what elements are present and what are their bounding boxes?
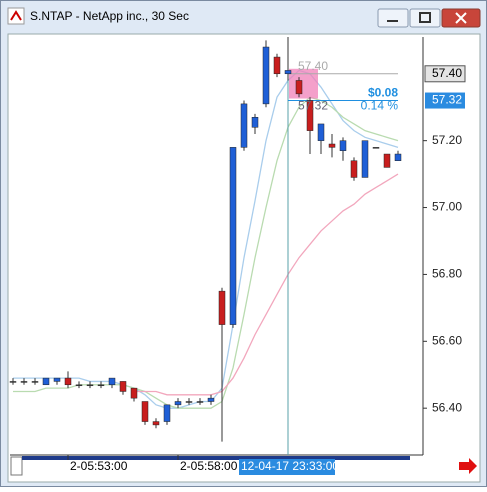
measure-change-pct: 0.14 % [361, 99, 399, 113]
measure-start-label: 57.40 [298, 59, 328, 73]
candle-body [207, 397, 215, 402]
candle-body [86, 384, 94, 387]
candle-body [372, 147, 380, 149]
maximize-button[interactable] [409, 8, 441, 28]
cursor-time-label: 12-04-17 23:33:00 [241, 459, 339, 473]
candle-body [64, 377, 72, 386]
moving-average-line [134, 173, 399, 396]
app-icon-glyph [10, 10, 22, 21]
candle-body [141, 401, 149, 422]
candle-body [42, 377, 50, 386]
candle-body [350, 160, 358, 178]
scroll-handle[interactable] [10, 456, 23, 476]
maximize-glyph [419, 12, 431, 23]
candle-body [185, 401, 193, 403]
measure-price-label: 57.32 [432, 93, 462, 107]
y-tick-label: 56.40 [432, 400, 462, 414]
y-tick-label: 56.80 [432, 267, 462, 281]
y-tick-label: 56.60 [432, 333, 462, 347]
close-glyph [455, 12, 467, 24]
candle-body [9, 381, 17, 383]
candle-body [317, 123, 325, 141]
candle-body [108, 377, 116, 386]
candle-body [328, 143, 336, 148]
candle-body [240, 103, 248, 148]
candle-body [130, 387, 138, 399]
cursor-time-box [239, 459, 335, 475]
candle-body [262, 46, 270, 105]
measure-end-label: 57.32 [298, 99, 328, 113]
moving-average-line [13, 69, 399, 409]
candle-body [20, 381, 28, 383]
candle-body [119, 381, 127, 392]
candle-body [251, 117, 259, 128]
candle-body [75, 384, 83, 387]
candle-body [273, 56, 281, 75]
candle-body [218, 290, 226, 325]
measure-highlight [289, 68, 318, 99]
candle-body [383, 153, 391, 168]
candle-body [284, 70, 292, 75]
candle-body [196, 401, 204, 403]
x-tick-label: 2-05:53:00 [70, 459, 128, 473]
measure-change: $0.08 [368, 86, 398, 100]
candle-body [53, 377, 61, 382]
minimize-button[interactable] [377, 8, 409, 28]
cursor-price-box [424, 65, 466, 83]
candle-body [229, 147, 237, 325]
candle-body [394, 153, 402, 161]
measure-price-box [425, 92, 465, 109]
scroll-right-arrow[interactable] [459, 458, 477, 474]
candle-body [97, 384, 105, 387]
window-title: S.NTAP - NetApp inc., 30 Sec [30, 9, 189, 23]
x-tick-label: 2-05:58:00 [180, 459, 238, 473]
candle-body [306, 100, 314, 131]
cursor-price-label: 57.40 [432, 66, 462, 80]
candle-body [361, 140, 369, 178]
candle-body [152, 421, 160, 426]
y-tick-label: 57.00 [432, 200, 462, 214]
scrollbar[interactable] [22, 456, 410, 460]
candle-body [31, 381, 39, 383]
y-tick-label: 57.20 [432, 133, 462, 147]
candle-body [295, 80, 303, 95]
candle-body [163, 404, 171, 422]
candle-body [339, 140, 347, 151]
candle-body [174, 401, 182, 406]
